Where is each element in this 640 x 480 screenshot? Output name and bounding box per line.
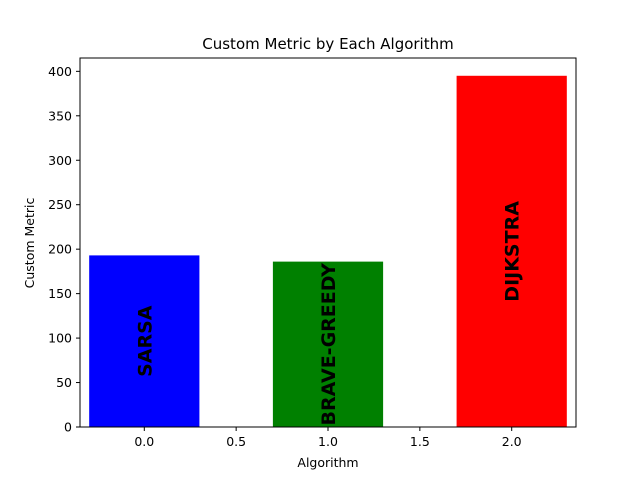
- y-tick-label: 350: [48, 108, 72, 123]
- bar-label-sarsa: SARSA: [134, 305, 156, 377]
- y-tick-label: 250: [48, 197, 72, 212]
- bar-brave-greedy: [272, 261, 384, 427]
- y-tick-label: 50: [56, 375, 72, 390]
- x-axis-label: Algorithm: [297, 455, 358, 470]
- x-tick-label: 1.0: [318, 434, 338, 449]
- bar-label-dijkstra: DIJKSTRA: [502, 201, 524, 302]
- x-tick-label: 2.0: [502, 434, 522, 449]
- y-tick-label: 400: [48, 64, 72, 79]
- x-tick-label: 1.5: [410, 434, 430, 449]
- bar-label-brave-greedy: BRAVE-GREEDY: [318, 263, 340, 426]
- y-tick-label: 150: [48, 286, 72, 301]
- y-tick-label: 300: [48, 153, 72, 168]
- y-tick-label: 200: [48, 242, 72, 257]
- bar-dijkstra: [456, 75, 567, 427]
- chart-title: Custom Metric by Each Algorithm: [202, 35, 453, 53]
- plot-area: SARSA BRAVE-GREEDY DIJKSTRA 0.0 0.5 1.0 1.5 2.0…: [48, 57, 577, 449]
- bar-sarsa: [89, 255, 200, 427]
- y-tick-label: 0: [64, 420, 72, 435]
- y-axis-label: Custom Metric: [22, 198, 37, 289]
- y-tick-label: 100: [48, 331, 72, 346]
- x-tick-label: 0.5: [226, 434, 246, 449]
- x-tick-label: 0.0: [134, 434, 154, 449]
